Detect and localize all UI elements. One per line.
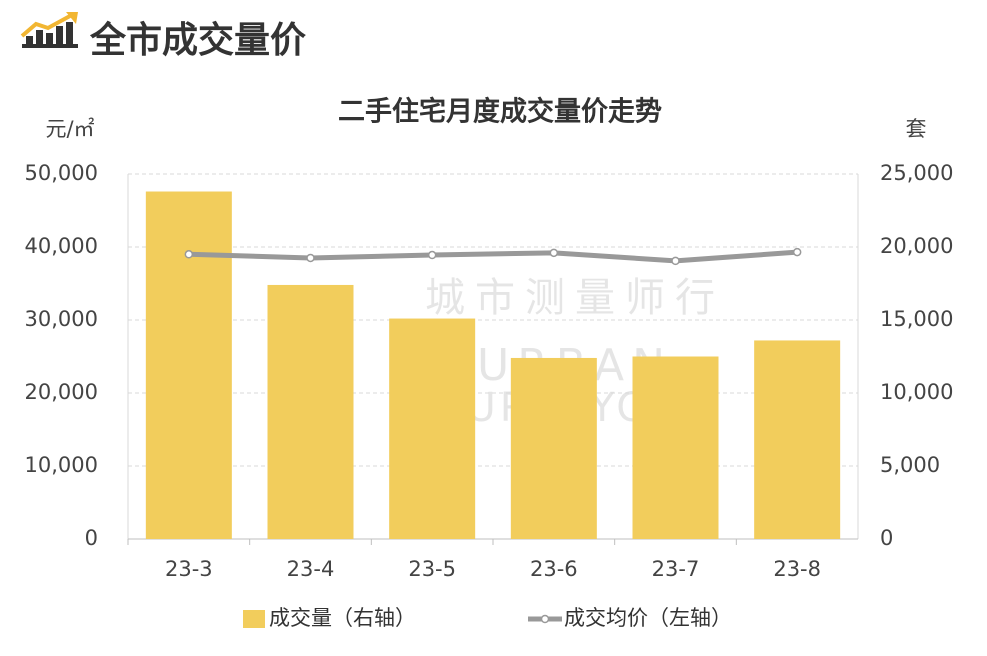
legend-swatch	[540, 614, 550, 624]
y2-tick-label: 10,000	[880, 380, 953, 404]
x-tick-label: 23-5	[408, 557, 456, 581]
y2-tick-label: 15,000	[880, 307, 953, 331]
bar	[267, 284, 354, 539]
chart-title: 二手住宅月度成交量价走势	[338, 96, 662, 128]
legend-label: 成交均价（左轴）	[564, 606, 732, 630]
y2-tick-label: 25,000	[880, 161, 953, 185]
y-tick-label: 40,000	[25, 234, 98, 258]
bar	[632, 356, 719, 539]
line-marker	[427, 250, 437, 260]
y-tick-label: 10,000	[25, 453, 98, 477]
y-tick-label: 30,000	[25, 307, 98, 331]
legend-label: 成交量（右轴）	[269, 606, 416, 630]
y-tick-label: 0	[85, 526, 98, 550]
x-tick-label: 23-4	[287, 557, 335, 581]
line-marker	[792, 247, 802, 257]
y-tick-label: 50,000	[25, 161, 98, 185]
bar	[754, 340, 841, 539]
header-title: 全市成交量价	[89, 19, 306, 61]
x-tick-label: 23-3	[165, 557, 213, 581]
y2-axis-label: 套	[906, 117, 927, 141]
watermark-text: 城市测量师行	[425, 275, 725, 321]
x-tick-label: 23-6	[530, 557, 578, 581]
bar	[145, 191, 232, 539]
y2-tick-label: 5,000	[880, 453, 940, 477]
header-icon	[20, 12, 78, 48]
bar	[389, 318, 476, 539]
line-marker	[306, 253, 315, 263]
y-tick-label: 20,000	[25, 380, 98, 404]
x-tick-label: 23-7	[652, 557, 700, 581]
line-marker	[671, 256, 680, 266]
y-axis-label: 元/㎡	[45, 117, 94, 141]
line-marker	[184, 250, 194, 259]
x-tick-label: 23-8	[773, 557, 821, 581]
y2-tick-label: 0	[880, 526, 893, 550]
y2-tick-label: 20,000	[880, 234, 953, 258]
legend-swatch	[243, 610, 265, 628]
bar	[510, 357, 597, 539]
line	[188, 249, 798, 264]
line-marker	[549, 248, 559, 258]
